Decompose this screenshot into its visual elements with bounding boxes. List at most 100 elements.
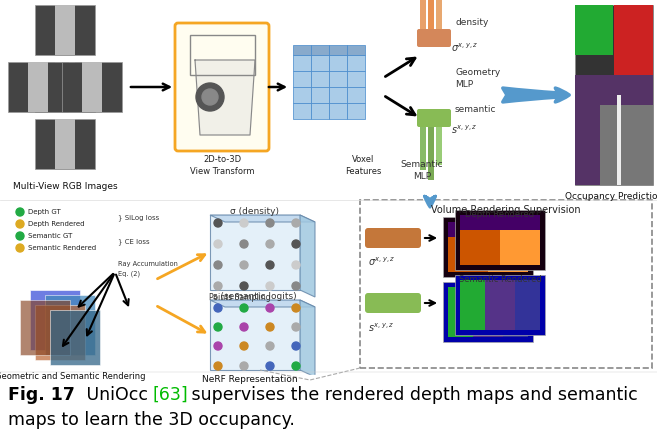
- Bar: [329, 55, 347, 71]
- Circle shape: [16, 208, 24, 216]
- Bar: [600, 105, 653, 185]
- Bar: [500, 215, 540, 265]
- Text: Occupancy Prediction: Occupancy Prediction: [565, 192, 657, 201]
- Bar: [82, 62, 102, 112]
- Text: Geometric and Semantic Rendering: Geometric and Semantic Rendering: [0, 372, 145, 381]
- Bar: [455, 210, 545, 270]
- Bar: [448, 287, 478, 337]
- Circle shape: [292, 219, 300, 227]
- Circle shape: [196, 83, 224, 111]
- FancyBboxPatch shape: [210, 215, 300, 290]
- Polygon shape: [300, 215, 315, 297]
- Text: UniOcc: UniOcc: [70, 386, 154, 404]
- FancyBboxPatch shape: [175, 23, 269, 151]
- Bar: [448, 222, 493, 272]
- Bar: [329, 87, 347, 103]
- Circle shape: [240, 219, 248, 227]
- Bar: [35, 5, 95, 55]
- Circle shape: [292, 304, 300, 312]
- Text: semantic: semantic: [455, 105, 497, 114]
- Text: σ (density): σ (density): [231, 207, 279, 216]
- Circle shape: [292, 323, 300, 331]
- Bar: [311, 103, 329, 119]
- Text: Semantic Rendered: Semantic Rendered: [459, 275, 541, 284]
- Circle shape: [292, 261, 300, 269]
- Bar: [575, 5, 613, 55]
- Bar: [35, 119, 95, 169]
- Bar: [8, 62, 68, 112]
- Bar: [293, 45, 311, 55]
- Text: Depth Rendered: Depth Rendered: [28, 221, 85, 227]
- Circle shape: [240, 323, 248, 331]
- Text: Voxel
Features: Voxel Features: [345, 155, 381, 176]
- Circle shape: [240, 342, 248, 350]
- Text: Semantic GT: Semantic GT: [28, 233, 72, 239]
- Text: } CE loss: } CE loss: [118, 239, 150, 245]
- Text: } SiLog loss: } SiLog loss: [118, 215, 159, 221]
- Text: $\sigma^{x,y,z}$: $\sigma^{x,y,z}$: [451, 42, 478, 54]
- Bar: [55, 119, 75, 169]
- Bar: [575, 75, 653, 185]
- Circle shape: [266, 261, 274, 269]
- Bar: [428, 115, 434, 180]
- Bar: [35, 62, 95, 112]
- Circle shape: [16, 220, 24, 228]
- Bar: [428, 0, 434, 30]
- Circle shape: [292, 240, 300, 248]
- Polygon shape: [210, 300, 315, 307]
- Text: Geometry
MLP: Geometry MLP: [455, 68, 500, 89]
- Circle shape: [266, 240, 274, 248]
- Bar: [55, 5, 75, 55]
- Bar: [62, 62, 122, 112]
- Bar: [293, 87, 311, 103]
- Text: s (semantic logits): s (semantic logits): [213, 292, 297, 301]
- Bar: [35, 305, 85, 360]
- Text: Multi-View RGB Images: Multi-View RGB Images: [12, 182, 118, 191]
- Bar: [473, 287, 503, 337]
- Bar: [311, 71, 329, 87]
- Circle shape: [240, 282, 248, 290]
- Circle shape: [292, 362, 300, 370]
- Bar: [575, 5, 653, 185]
- Bar: [460, 215, 505, 265]
- Bar: [455, 275, 545, 335]
- Bar: [55, 62, 75, 112]
- Bar: [347, 87, 365, 103]
- Text: Ray Accumulation: Ray Accumulation: [118, 261, 178, 267]
- FancyBboxPatch shape: [365, 228, 421, 248]
- Bar: [329, 45, 347, 55]
- Bar: [311, 87, 329, 103]
- Circle shape: [16, 244, 24, 252]
- Bar: [190, 35, 255, 75]
- Text: $s^{x,y,z}$: $s^{x,y,z}$: [451, 124, 478, 136]
- Text: Eq. (2): Eq. (2): [118, 271, 140, 277]
- Bar: [443, 217, 533, 277]
- Circle shape: [266, 304, 274, 312]
- Bar: [28, 62, 48, 112]
- Text: 2D-to-3D
View Transform: 2D-to-3D View Transform: [190, 155, 254, 176]
- Text: [63]: [63]: [153, 386, 189, 404]
- Text: $\sigma^{x,y,z}$: $\sigma^{x,y,z}$: [368, 256, 396, 268]
- Bar: [515, 280, 540, 330]
- Text: NeRF Representation: NeRF Representation: [202, 375, 298, 384]
- Bar: [485, 280, 515, 330]
- Circle shape: [214, 240, 222, 248]
- Bar: [347, 103, 365, 119]
- Circle shape: [292, 342, 300, 350]
- Bar: [311, 45, 329, 55]
- Bar: [443, 282, 533, 342]
- Circle shape: [292, 282, 300, 290]
- Circle shape: [240, 240, 248, 248]
- Text: $s^{x,y,z}$: $s^{x,y,z}$: [368, 322, 394, 335]
- Text: Semantic Rendered: Semantic Rendered: [28, 245, 96, 251]
- Circle shape: [266, 342, 274, 350]
- Bar: [347, 55, 365, 71]
- FancyBboxPatch shape: [365, 293, 421, 313]
- Bar: [420, 0, 426, 30]
- Bar: [329, 103, 347, 119]
- Bar: [436, 0, 442, 30]
- Circle shape: [240, 304, 248, 312]
- FancyBboxPatch shape: [417, 29, 451, 47]
- Text: maps to learn the 3D occupancy.: maps to learn the 3D occupancy.: [8, 411, 295, 429]
- Text: Volume Rendering Supervision: Volume Rendering Supervision: [431, 205, 581, 215]
